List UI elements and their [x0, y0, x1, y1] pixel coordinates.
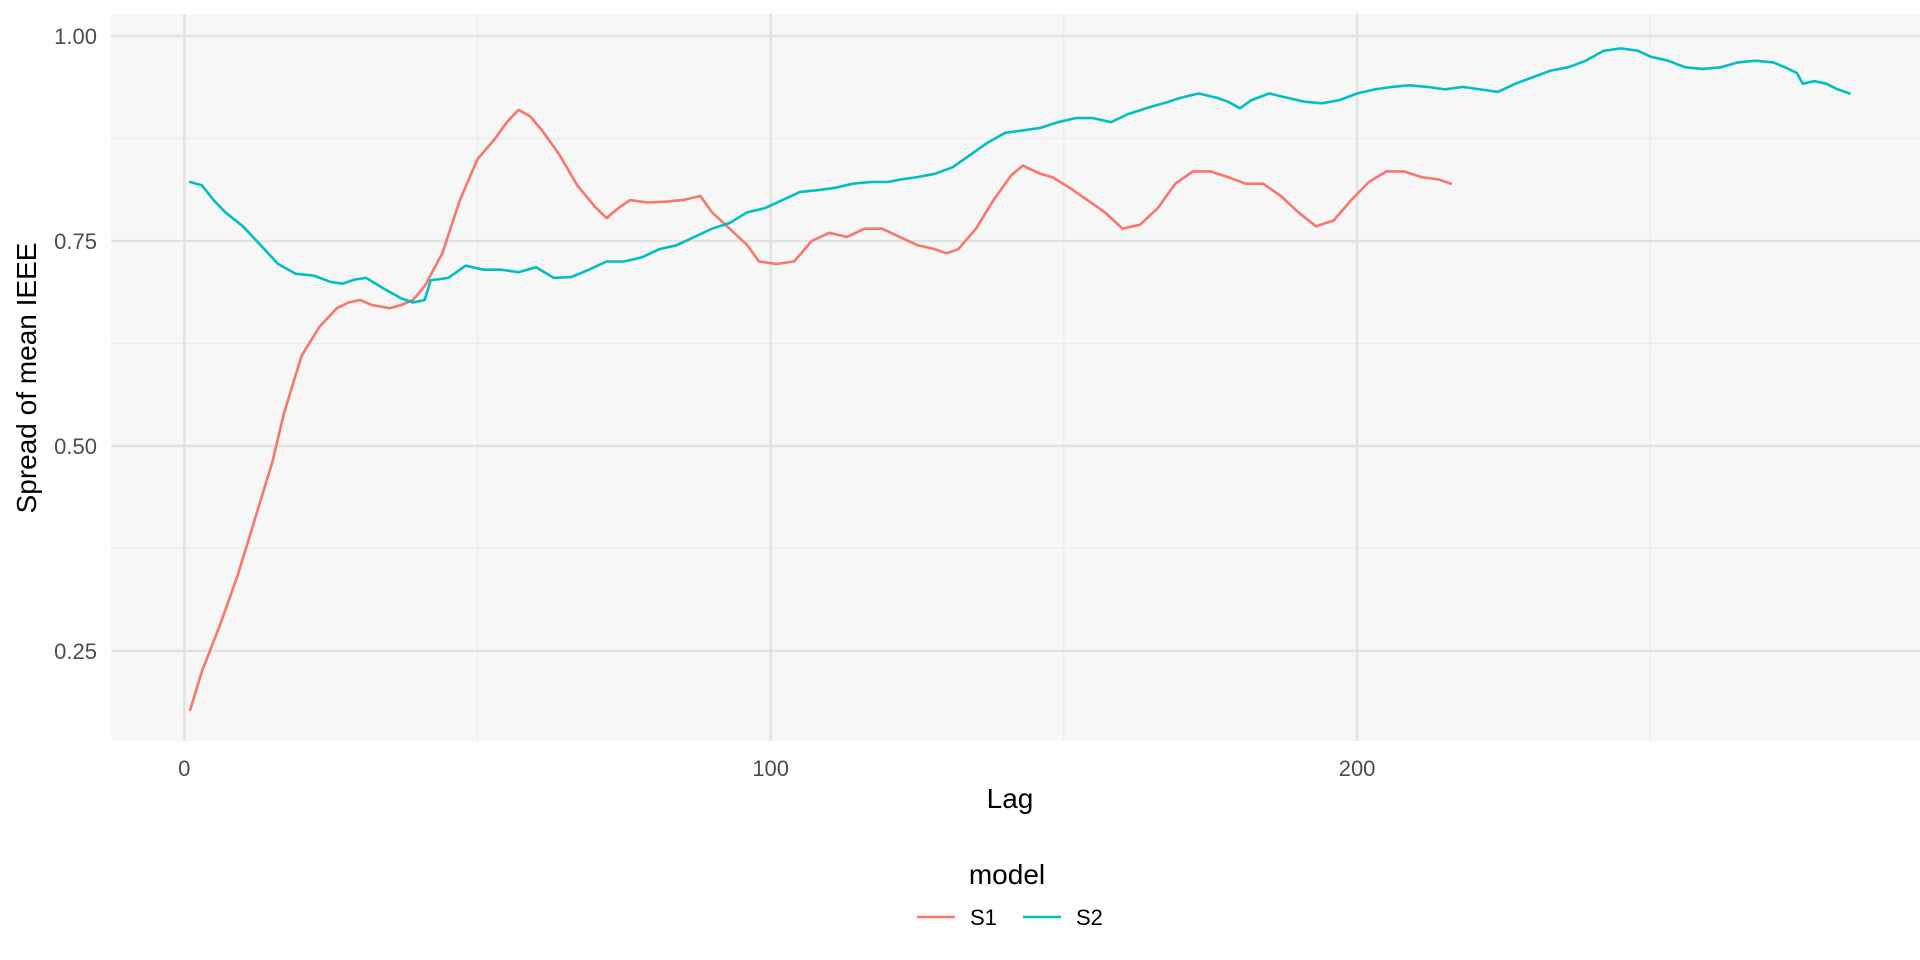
legend-items: S1 S2: [917, 905, 1103, 930]
x-tick-label: 200: [1339, 756, 1376, 781]
series-line-s1: [188, 108, 1453, 712]
legend-label-s2: S2: [1076, 905, 1103, 930]
y-tick-label: 1.00: [54, 24, 97, 49]
minor-gridlines: [111, 14, 1920, 741]
y-tick-label: 0.75: [54, 229, 97, 254]
x-tick-label: 100: [752, 756, 789, 781]
x-axis: 0 100 200: [178, 756, 1375, 781]
x-tick-label: 0: [178, 756, 190, 781]
legend: model S1 S2: [917, 859, 1103, 930]
legend-title: model: [969, 859, 1045, 890]
series-layer: [188, 47, 1851, 712]
series-line-s2: [188, 47, 1851, 304]
x-axis-title: Lag: [987, 783, 1034, 814]
y-axis-title: Spread of mean IEEE: [11, 243, 42, 514]
legend-label-s1: S1: [970, 905, 997, 930]
y-tick-label: 0.50: [54, 434, 97, 459]
major-gridlines: [111, 14, 1920, 741]
plot-panel: [111, 14, 1920, 741]
y-tick-label: 0.25: [54, 639, 97, 664]
y-axis: 0.25 0.50 0.75 1.00: [54, 24, 97, 664]
